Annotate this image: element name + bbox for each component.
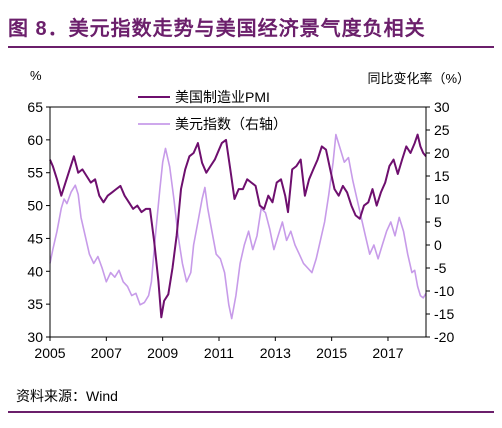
x-tick-label: 2005 [34,345,65,361]
right-tick-label: -5 [434,260,447,276]
right-tick-label: -20 [434,329,454,345]
left-tick-label: 60 [27,132,43,148]
source-note: 资料来源：Wind [16,388,118,404]
series-layer [49,133,427,320]
left-tick-label: 30 [27,329,43,345]
left-tick-label: 40 [27,263,43,279]
right-tick-label: 25 [434,122,450,138]
legend-label-dxy: 美元指数（右轴） [175,116,287,132]
right-tick-label: 0 [434,237,442,253]
right-tick-label: 10 [434,191,450,207]
x-tick-label: 2007 [91,345,122,361]
axes-layer: 6560555045403530302520151050-5-10-15-202… [27,99,454,361]
bottom-rule [8,411,494,413]
right-tick-label: 30 [434,99,450,115]
left-tick-label: 65 [27,99,43,115]
series-line-pmi [49,133,427,319]
x-tick-label: 2017 [372,345,403,361]
x-tick-label: 2013 [260,345,291,361]
left-tick-label: 55 [27,165,43,181]
title-rule [8,46,494,48]
legend-label-pmi: 美国制造业PMI [175,89,270,105]
left-tick-label: 50 [27,198,43,214]
right-axis-unit: 同比变化率（%） [367,71,470,86]
right-tick-label: 20 [434,145,450,161]
left-axis-unit: % [30,68,42,83]
figure-title: 图 8．美元指数走势与美国经济景气度负相关 [8,18,426,40]
left-tick-label: 35 [27,296,43,312]
x-tick-label: 2009 [147,345,178,361]
right-tick-label: -10 [434,283,454,299]
x-tick-label: 2011 [204,345,234,361]
x-tick-label: 2015 [316,345,347,361]
right-tick-label: 15 [434,168,450,184]
series-line-dxy [49,133,427,320]
left-tick-label: 45 [27,230,43,246]
legend: 美国制造业PMI 美元指数（右轴） [138,89,287,132]
right-tick-label: 5 [434,214,442,230]
plot-frame [49,106,427,338]
right-tick-label: -15 [434,306,454,322]
